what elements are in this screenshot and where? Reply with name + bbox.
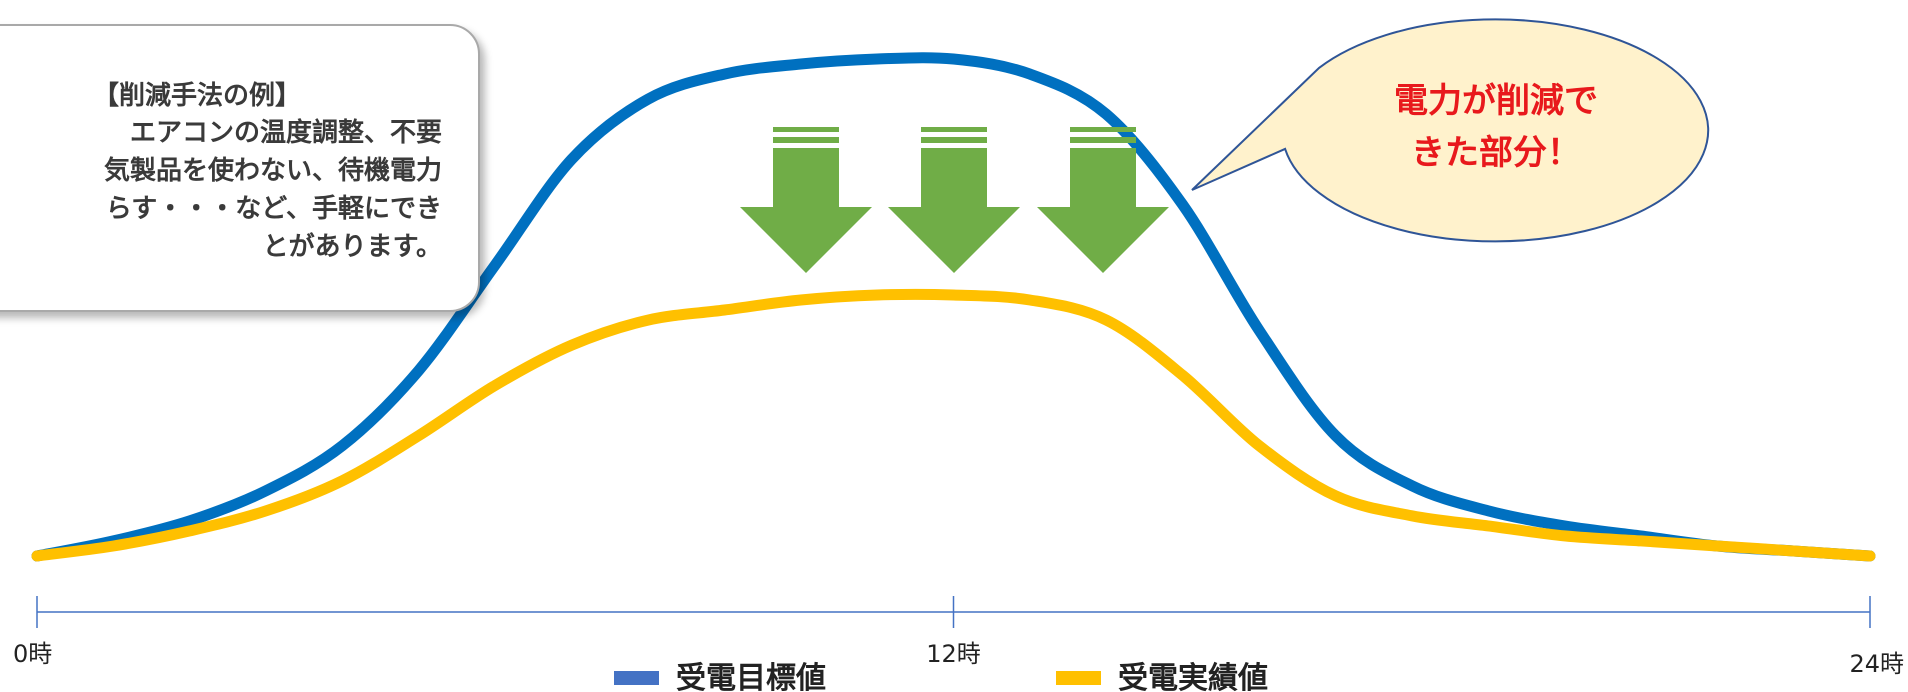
series-lines [31, 52, 1876, 562]
callout-text-line: きた部分！ [1411, 133, 1581, 173]
info-box-line: とがあります。 [262, 232, 442, 262]
info-box-line: エアコンの温度調整、不要 [129, 118, 442, 148]
series-line-actual [31, 288, 1876, 562]
legend: 受電目標値 受電実績値 [614, 661, 1268, 692]
legend-label-actual: 受電実績値 [1118, 661, 1268, 692]
callout-shape [1191, 18, 1710, 243]
x-tick-label: 24時 [1849, 650, 1904, 678]
legend-swatch-actual [1056, 671, 1101, 685]
down-arrow-icon [888, 127, 1020, 273]
down-arrow-icon [1037, 127, 1169, 273]
legend-swatch-target [614, 671, 659, 685]
info-box-title: 【削減手法の例】 [92, 81, 301, 111]
info-box-line: らす・・・など、手軽にでき [105, 194, 442, 224]
reduction-tips-box: 【削減手法の例】 エアコンの温度調整、不要 気製品を使わない、待機電力 らす・・… [0, 24, 480, 312]
info-box-body: エアコンの温度調整、不要 気製品を使わない、待機電力 らす・・・など、手軽にでき… [0, 114, 442, 266]
info-box-line: 気製品を使わない、待機電力 [103, 156, 442, 186]
x-tick-label: 0時 [13, 640, 52, 668]
down-arrow-icon [740, 127, 872, 273]
legend-label-target: 受電目標値 [676, 661, 826, 692]
callout-bubble: 電力が削減で きた部分！ [1191, 18, 1710, 243]
series-line-target [31, 52, 1876, 562]
callout-text-line: 電力が削減で [1394, 81, 1598, 121]
reduction-arrows [740, 127, 1169, 273]
x-axis-ticks: 0時 12時 24時 [13, 596, 1904, 678]
x-tick-label: 12時 [926, 640, 981, 668]
